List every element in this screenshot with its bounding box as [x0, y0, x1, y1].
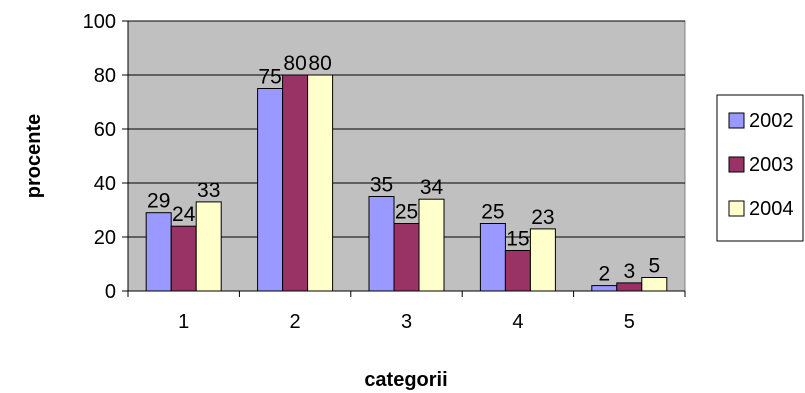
data-label: 15 — [506, 228, 529, 251]
y-tick-label: 20 — [94, 227, 116, 249]
y-tick-label: 80 — [94, 65, 116, 87]
data-label: 75 — [258, 66, 281, 89]
legend-label: 2003 — [749, 154, 794, 176]
bar-2004-cat-3 — [418, 198, 445, 292]
data-label: 5 — [648, 255, 660, 278]
y-tick-labels: 0 20 40 60 80 100 — [83, 11, 116, 303]
bar-2002-cat-3 — [368, 196, 395, 292]
data-label: 2 — [598, 263, 610, 286]
data-label: 29 — [147, 190, 170, 213]
x-tick-label: 3 — [401, 311, 412, 333]
bars — [145, 74, 668, 292]
data-label: 3 — [623, 260, 635, 283]
data-label: 25 — [481, 201, 504, 224]
y-tick-label: 40 — [94, 173, 116, 195]
bar-2002-cat-5 — [591, 285, 618, 292]
legend-swatch-2003 — [728, 156, 745, 173]
bar-2003-cat-4 — [504, 250, 531, 292]
data-label: 33 — [197, 179, 220, 202]
legend: 2002 2003 2004 — [716, 94, 804, 242]
data-label: 80 — [308, 52, 331, 75]
legend-label: 2002 — [749, 110, 794, 132]
bar-2003-cat-2 — [282, 74, 309, 292]
data-label: 80 — [283, 52, 306, 75]
bar-2004-cat-4 — [529, 228, 556, 292]
bar-2002-cat-4 — [479, 223, 506, 292]
bar-2002-cat-1 — [145, 212, 172, 292]
y-tick-label: 0 — [105, 281, 116, 303]
data-label: 23 — [531, 206, 554, 229]
data-label: 24 — [172, 203, 196, 226]
data-label: 35 — [370, 174, 393, 197]
y-tick-label: 100 — [83, 11, 116, 33]
bar-2003-cat-3 — [393, 223, 420, 292]
x-tick-label: 2 — [290, 311, 301, 333]
bar-2004-cat-1 — [195, 201, 222, 292]
y-tick-label: 60 — [94, 119, 116, 141]
bar-2004-cat-5 — [641, 277, 668, 292]
legend-swatch-2004 — [728, 200, 745, 217]
bar-2002-cat-2 — [257, 88, 284, 292]
axes — [122, 20, 686, 297]
x-tick-label: 4 — [512, 311, 523, 333]
data-label: 25 — [395, 201, 418, 224]
legend-swatch-2002 — [728, 112, 745, 129]
x-axis-title: categorii — [364, 369, 447, 391]
bar-2004-cat-2 — [307, 74, 334, 292]
x-tick-label: 5 — [624, 311, 635, 333]
y-axis-title: procente — [23, 114, 45, 198]
bar-2003-cat-1 — [170, 225, 197, 292]
bar-2003-cat-5 — [616, 282, 643, 292]
data-label: 34 — [420, 176, 444, 199]
x-tick-label: 1 — [178, 311, 189, 333]
legend-label: 2004 — [749, 198, 794, 220]
x-tick-labels: 1 2 3 4 5 — [178, 311, 635, 333]
